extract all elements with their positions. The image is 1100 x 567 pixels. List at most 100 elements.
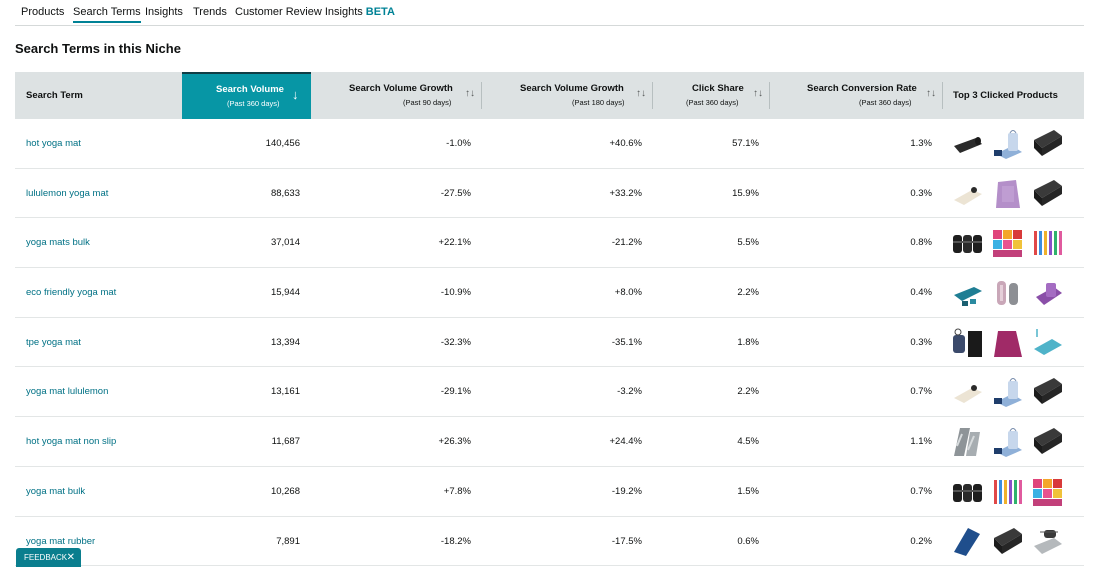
product-image: [1032, 475, 1064, 508]
product-thumbnail-pink-rolls[interactable]: [992, 277, 1024, 310]
product-image: [1032, 326, 1064, 359]
product-thumbnail-magenta-mat[interactable]: [992, 326, 1024, 359]
header-sublabel: (Past 360 days): [686, 98, 739, 107]
product-thumbnail-grey-pattern-mat[interactable]: [952, 426, 984, 459]
product-thumbnail-navy-mat[interactable]: [952, 525, 984, 558]
header-sublabel: (Past 360 days): [227, 99, 280, 108]
table-row: yoga mat lululemon 13,161 -29.1% -3.2% 2.2% 0…: [15, 367, 1084, 418]
sort-icon[interactable]: ↑↓: [465, 88, 475, 99]
product-thumbnail-cream-mat[interactable]: [952, 376, 984, 409]
growth-90-cell: +22.1%: [438, 237, 472, 249]
product-thumbnail-colorful-mats[interactable]: [992, 227, 1024, 260]
search-term-link[interactable]: yoga mat rubber: [26, 535, 96, 547]
product-image: [1032, 227, 1064, 260]
growth-90-cell: -1.0%: [446, 138, 471, 149]
column-header-click-share[interactable]: Click Share (Past 360 days) ↑↓: [653, 72, 770, 119]
product-thumbnail-black-roll[interactable]: [1032, 426, 1064, 459]
product-thumbnail-purple-mat[interactable]: [1032, 277, 1064, 310]
sort-icon[interactable]: ↑↓: [926, 88, 936, 99]
product-thumbnail-black-rolls-bulk[interactable]: [952, 475, 984, 508]
growth-90-cell: -27.5%: [440, 187, 471, 199]
conversion-rate-cell: 0.7%: [910, 386, 932, 398]
product-thumbnail-lilac-mat[interactable]: [992, 177, 1024, 210]
search-term-link[interactable]: yoga mats bulk: [26, 237, 90, 249]
search-term-link[interactable]: tpe yoga mat: [26, 336, 81, 348]
search-volume-cell: 13,161: [270, 386, 300, 398]
top-products-thumbnails: [952, 177, 1067, 210]
header-label: Search Term: [26, 90, 83, 101]
tab-insights[interactable]: Insights: [145, 6, 183, 18]
tab-trends[interactable]: Trends: [193, 6, 227, 18]
product-thumbnail-teal-mat-blocks[interactable]: [952, 277, 984, 310]
section-title: Search Terms in this Niche: [15, 41, 181, 56]
conversion-rate-cell: 0.4%: [910, 287, 932, 299]
product-thumbnail-blue-mat-bag[interactable]: [992, 426, 1024, 459]
search-term-link[interactable]: hot yoga mat: [26, 138, 81, 149]
table-row: lululemon yoga mat 88,633 -27.5% +33.2% 15.9…: [15, 169, 1084, 219]
search-term-link[interactable]: eco friendly yoga mat: [26, 287, 117, 299]
product-thumbnail-aqua-mat[interactable]: [1032, 326, 1064, 359]
column-header-search-volume[interactable]: Search Volume (Past 360 days) ↓: [182, 72, 311, 119]
column-divider: [769, 82, 770, 109]
search-term-link[interactable]: hot yoga mat non slip: [26, 436, 117, 448]
product-thumbnail-striped-rolls[interactable]: [992, 475, 1024, 508]
conversion-rate-cell: 0.7%: [910, 485, 932, 497]
sort-descending-icon[interactable]: ↓: [292, 87, 299, 102]
sort-icon[interactable]: ↑↓: [636, 88, 646, 99]
column-header-growth-180[interactable]: Search Volume Growth (Past 180 days) ↑↓: [482, 72, 653, 119]
product-thumbnail-black-roll[interactable]: [992, 525, 1024, 558]
product-thumbnail-striped-rolls[interactable]: [1032, 227, 1064, 260]
click-share-cell: 15.9%: [732, 187, 759, 199]
column-header-conversion-rate[interactable]: Search Conversion Rate (Past 360 days) ↑…: [770, 72, 943, 119]
search-term-link[interactable]: lululemon yoga mat: [26, 187, 109, 199]
click-share-cell: 57.1%: [732, 138, 759, 149]
beta-badge: BETA: [365, 6, 395, 18]
search-term-link[interactable]: yoga mat bulk: [26, 485, 86, 497]
feedback-label: FEEDBACK: [24, 553, 68, 562]
column-header-growth-90[interactable]: Search Volume Growth (Past 90 days) ↑↓: [311, 72, 482, 119]
product-image: [952, 376, 984, 409]
product-thumbnail-black-rolls-bulk[interactable]: [952, 227, 984, 260]
product-thumbnail-blue-mat-bag[interactable]: [992, 128, 1024, 160]
product-thumbnail-blue-mat-bag[interactable]: [992, 376, 1024, 409]
sort-icon[interactable]: ↑↓: [753, 88, 763, 99]
product-thumbnail-black-mat[interactable]: [952, 128, 984, 160]
table-row: hot yoga mat 140,456 -1.0% +40.6% 57.1% 1.3%: [15, 119, 1084, 169]
product-image: [952, 326, 984, 359]
product-thumbnail-colorful-mats[interactable]: [1032, 475, 1064, 508]
product-thumbnail-black-roll[interactable]: [1032, 177, 1064, 210]
tab-search-terms[interactable]: Search Terms: [73, 6, 141, 23]
search-volume-cell: 15,944: [270, 287, 300, 299]
header-sublabel: (Past 360 days): [859, 98, 912, 107]
column-divider: [481, 82, 482, 109]
growth-90-cell: -29.1%: [440, 386, 471, 398]
click-share-cell: 5.5%: [737, 237, 759, 249]
product-thumbnail-black-roll[interactable]: [1032, 128, 1064, 160]
tab-customer-review-insights[interactable]: Customer Review Insights BETA: [235, 6, 395, 18]
product-image: [992, 376, 1024, 409]
header-label: Search Conversion Rate: [807, 83, 917, 94]
search-term-link[interactable]: yoga mat lululemon: [26, 386, 109, 398]
growth-90-cell: -32.3%: [440, 336, 471, 348]
header-label: Top 3 Clicked Products: [953, 90, 1058, 101]
close-icon[interactable]: ✕: [66, 552, 75, 563]
search-volume-cell: 7,891: [276, 535, 300, 547]
search-volume-cell: 140,456: [265, 138, 300, 149]
product-image: [992, 475, 1024, 508]
product-thumbnail-grey-mat-strap[interactable]: [1032, 525, 1064, 558]
growth-180-cell: +24.4%: [609, 436, 643, 448]
product-image: [1032, 277, 1064, 310]
growth-90-cell: +7.8%: [443, 485, 471, 497]
product-image: [952, 277, 984, 310]
product-thumbnail-mat-bundle[interactable]: [952, 326, 984, 359]
tab-products[interactable]: Products: [21, 6, 65, 18]
product-thumbnail-cream-mat[interactable]: [952, 177, 984, 210]
click-share-cell: 1.8%: [737, 336, 759, 348]
feedback-button[interactable]: FEEDBACK ✕: [16, 548, 81, 567]
top-products-thumbnails: [952, 326, 1067, 359]
growth-180-cell: +33.2%: [609, 187, 643, 199]
top-products-thumbnails: [952, 128, 1067, 160]
table-row: yoga mat rubber 7,891 -18.2% -17.5% 0.6% 0.2%: [15, 517, 1084, 567]
product-thumbnail-black-roll[interactable]: [1032, 376, 1064, 409]
growth-180-cell: +8.0%: [614, 287, 642, 299]
